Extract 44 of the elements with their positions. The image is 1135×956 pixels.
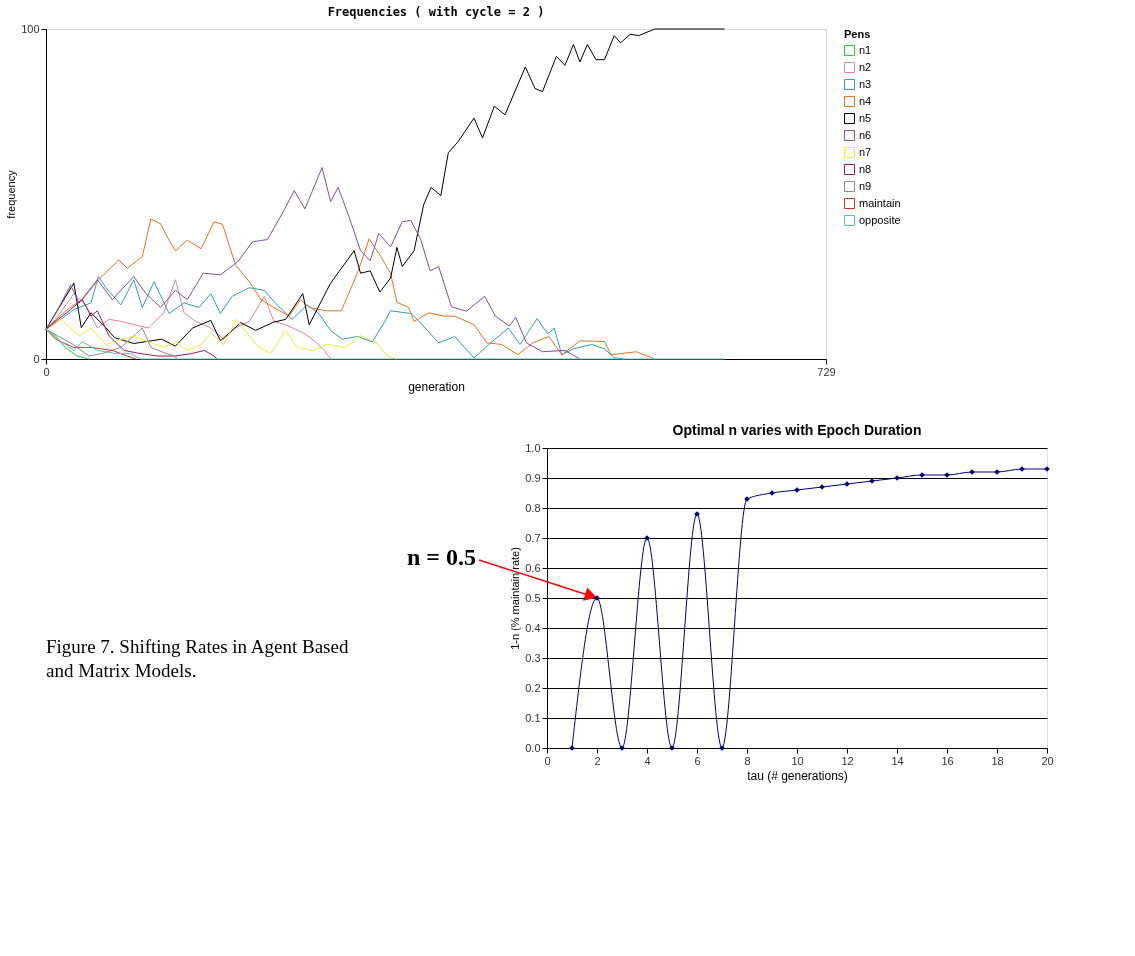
chart-title: Frequencies ( with cycle = 2 ) <box>327 5 545 19</box>
x-tick-label: 6 <box>694 754 701 767</box>
x-tick-label: 2 <box>594 754 601 767</box>
legend-label: opposite <box>859 213 901 226</box>
legend-label: n2 <box>859 60 872 73</box>
legend-label: n1 <box>859 43 872 56</box>
y-tick-label: 0.4 <box>525 621 541 634</box>
chart-title: Optimal n varies with Epoch Duration <box>672 422 922 438</box>
x-tick-label: 4 <box>644 754 651 767</box>
legend-title: Pens <box>844 28 871 40</box>
x-tick-label: 8 <box>744 754 751 767</box>
x-tick-label: 729 <box>817 365 836 378</box>
legend-label: n9 <box>859 179 872 192</box>
y-axis-title: 1-n (% maintain rate) <box>509 547 522 650</box>
legend-label: n8 <box>859 162 872 175</box>
annotation: n = 0.5 <box>407 544 477 570</box>
y-tick-label: 0.7 <box>525 531 541 544</box>
y-tick-label: 0.8 <box>525 501 541 514</box>
y-axis-title: frequency <box>5 169 18 219</box>
x-tick-label: 14 <box>891 754 904 767</box>
legend-label: n4 <box>859 94 872 107</box>
x-tick-label: 16 <box>941 754 954 767</box>
y-tick-label: 0.9 <box>525 471 541 484</box>
legend-label: maintain <box>859 196 901 209</box>
y-tick-label: 100 <box>21 22 40 35</box>
y-tick-label: 0.0 <box>525 741 541 754</box>
y-tick-label: 0.1 <box>525 711 541 724</box>
x-tick-label: 12 <box>841 754 854 767</box>
x-tick-label: 10 <box>791 754 804 767</box>
caption: Figure 7. Shifting Rates in Agent Based and Matrix Models. <box>46 636 349 681</box>
x-axis-title: generation <box>408 379 465 394</box>
y-tick-label: 1.0 <box>525 441 541 454</box>
legend-label: n7 <box>859 145 872 158</box>
legend-label: n3 <box>859 77 872 90</box>
y-tick-label: 0.3 <box>525 651 541 664</box>
y-tick-label: 0.6 <box>525 561 541 574</box>
legend-label: n5 <box>859 111 872 124</box>
y-tick-label: 0.5 <box>525 591 541 604</box>
x-tick-label: 0 <box>544 754 551 767</box>
y-tick-label: 0.2 <box>525 681 541 694</box>
x-tick-label: 20 <box>1041 754 1054 767</box>
legend-label: n6 <box>859 128 872 141</box>
x-tick-label: 18 <box>991 754 1004 767</box>
x-axis-title: tau (# generations) <box>747 768 848 783</box>
